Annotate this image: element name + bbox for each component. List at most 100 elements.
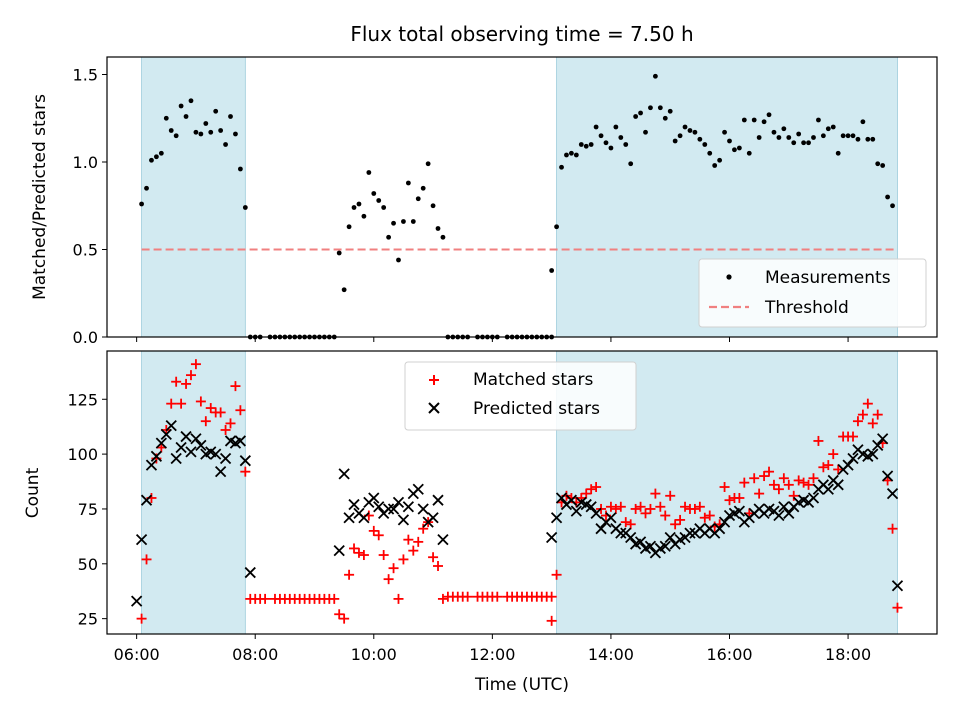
predicted-star-point xyxy=(427,512,439,524)
matched-star-point xyxy=(344,569,355,580)
measurement-point xyxy=(223,142,228,147)
matched-star-point xyxy=(398,554,409,565)
matched-star-point xyxy=(240,466,251,477)
measurement-point xyxy=(178,103,184,109)
measurement-point xyxy=(154,154,159,160)
measurement-point xyxy=(198,131,204,137)
legend-measurements-label: Measurements xyxy=(765,268,891,288)
matched-star-point xyxy=(670,519,681,530)
matched-star-point xyxy=(630,503,641,514)
measurement-point xyxy=(885,194,890,200)
matched-star-point xyxy=(719,482,730,493)
matched-star-point xyxy=(437,593,448,604)
matched-star-point xyxy=(591,482,602,493)
measurement-point xyxy=(336,250,342,256)
matched-star-point xyxy=(640,508,651,519)
bottom-legend-frame xyxy=(404,361,637,431)
matched-star-point xyxy=(783,479,794,490)
matched-star-point xyxy=(230,381,241,392)
legend-matched-marker xyxy=(429,375,439,385)
matched-star-point xyxy=(378,550,389,561)
matched-star-point xyxy=(778,473,789,484)
measurement-point xyxy=(677,133,683,139)
predicted-star-point xyxy=(392,496,405,509)
matched-star-point xyxy=(655,501,666,512)
x-tick-label: 12:00 xyxy=(469,645,515,664)
predicted-star-point xyxy=(783,507,795,519)
predicted-star-point xyxy=(555,492,568,504)
observing-window-1 xyxy=(141,56,246,338)
measurement-point xyxy=(736,145,742,151)
predicted-star-point xyxy=(585,501,597,513)
measurement-point xyxy=(361,213,367,219)
predicted-star-point xyxy=(333,544,345,557)
y-tick-label: 0.0 xyxy=(73,328,98,347)
predicted-star-point xyxy=(387,503,400,515)
measurement-point xyxy=(376,198,382,203)
measurement-point xyxy=(880,163,886,168)
matched-star-point xyxy=(339,613,350,624)
top-y-axis: 0.0 0.5 1.0 1.5 xyxy=(73,66,107,347)
measurement-point xyxy=(578,142,584,147)
matched-star-point xyxy=(388,563,399,574)
matched-star-point xyxy=(215,407,226,418)
measurement-point xyxy=(608,145,614,151)
y-tick-label: 125 xyxy=(67,390,98,409)
measurement-point xyxy=(623,142,629,147)
y-tick-label: 100 xyxy=(67,445,98,464)
predicted-star-point xyxy=(195,439,207,451)
measurement-point xyxy=(435,226,441,231)
predicted-star-point xyxy=(605,512,617,524)
predicted-star-point xyxy=(886,487,899,500)
measurement-point xyxy=(573,152,579,158)
matched-star-point xyxy=(586,484,597,495)
matched-star-point xyxy=(546,591,557,602)
matched-star-point xyxy=(358,550,369,561)
predicted-star-point xyxy=(348,498,360,511)
measurement-point xyxy=(662,115,668,121)
predicted-star-point xyxy=(432,494,444,506)
measurement-point xyxy=(850,133,856,139)
predicted-star-point xyxy=(338,468,350,480)
matched-star-point xyxy=(195,396,206,407)
measurement-point xyxy=(697,136,703,142)
matched-star-point xyxy=(848,431,859,442)
matched-star-point xyxy=(768,479,779,490)
matched-star-point xyxy=(190,359,201,370)
matched-star-point xyxy=(798,477,809,488)
count-points xyxy=(131,359,904,626)
predicted-star-point xyxy=(358,512,370,524)
predicted-star-point xyxy=(546,531,558,544)
measurement-point xyxy=(727,138,732,144)
measurement-point xyxy=(820,133,826,139)
measurement-point xyxy=(707,150,713,156)
predicted-star-point xyxy=(368,492,380,504)
y-tick-label: 75 xyxy=(78,500,98,519)
matched-star-point xyxy=(857,409,868,420)
measurement-point xyxy=(672,138,678,144)
bottom-x-axis: 06:00 08:00 10:00 12:00 14:00 16:00 18:00 xyxy=(114,634,871,664)
matched-star-point xyxy=(334,609,345,620)
measurement-point xyxy=(213,108,219,114)
top-x-axis-ticks xyxy=(136,337,849,342)
ratio-panel: 0.0 0.5 1.0 1.5 Matched/Predicted stars Mea… xyxy=(30,56,938,347)
predicted-star-point xyxy=(135,534,148,546)
measurement-point xyxy=(233,131,238,137)
predicted-star-point xyxy=(437,534,449,546)
matched-star-point xyxy=(615,501,626,512)
measurement-point xyxy=(163,115,169,121)
predicted-star-point xyxy=(382,503,395,515)
measurement-point xyxy=(549,268,555,273)
predicted-star-point xyxy=(847,452,859,465)
matched-star-point xyxy=(704,510,715,521)
measurement-point xyxy=(371,191,377,196)
predicted-star-point xyxy=(842,459,854,471)
measurement-point xyxy=(425,161,431,167)
measurement-point xyxy=(865,136,871,142)
matched-star-point xyxy=(862,398,873,409)
predicted-star-point xyxy=(625,531,637,544)
top-plot-frame xyxy=(106,56,938,338)
measurement-point xyxy=(648,105,653,111)
measurement-point xyxy=(208,129,214,135)
matched-star-point xyxy=(650,488,661,499)
